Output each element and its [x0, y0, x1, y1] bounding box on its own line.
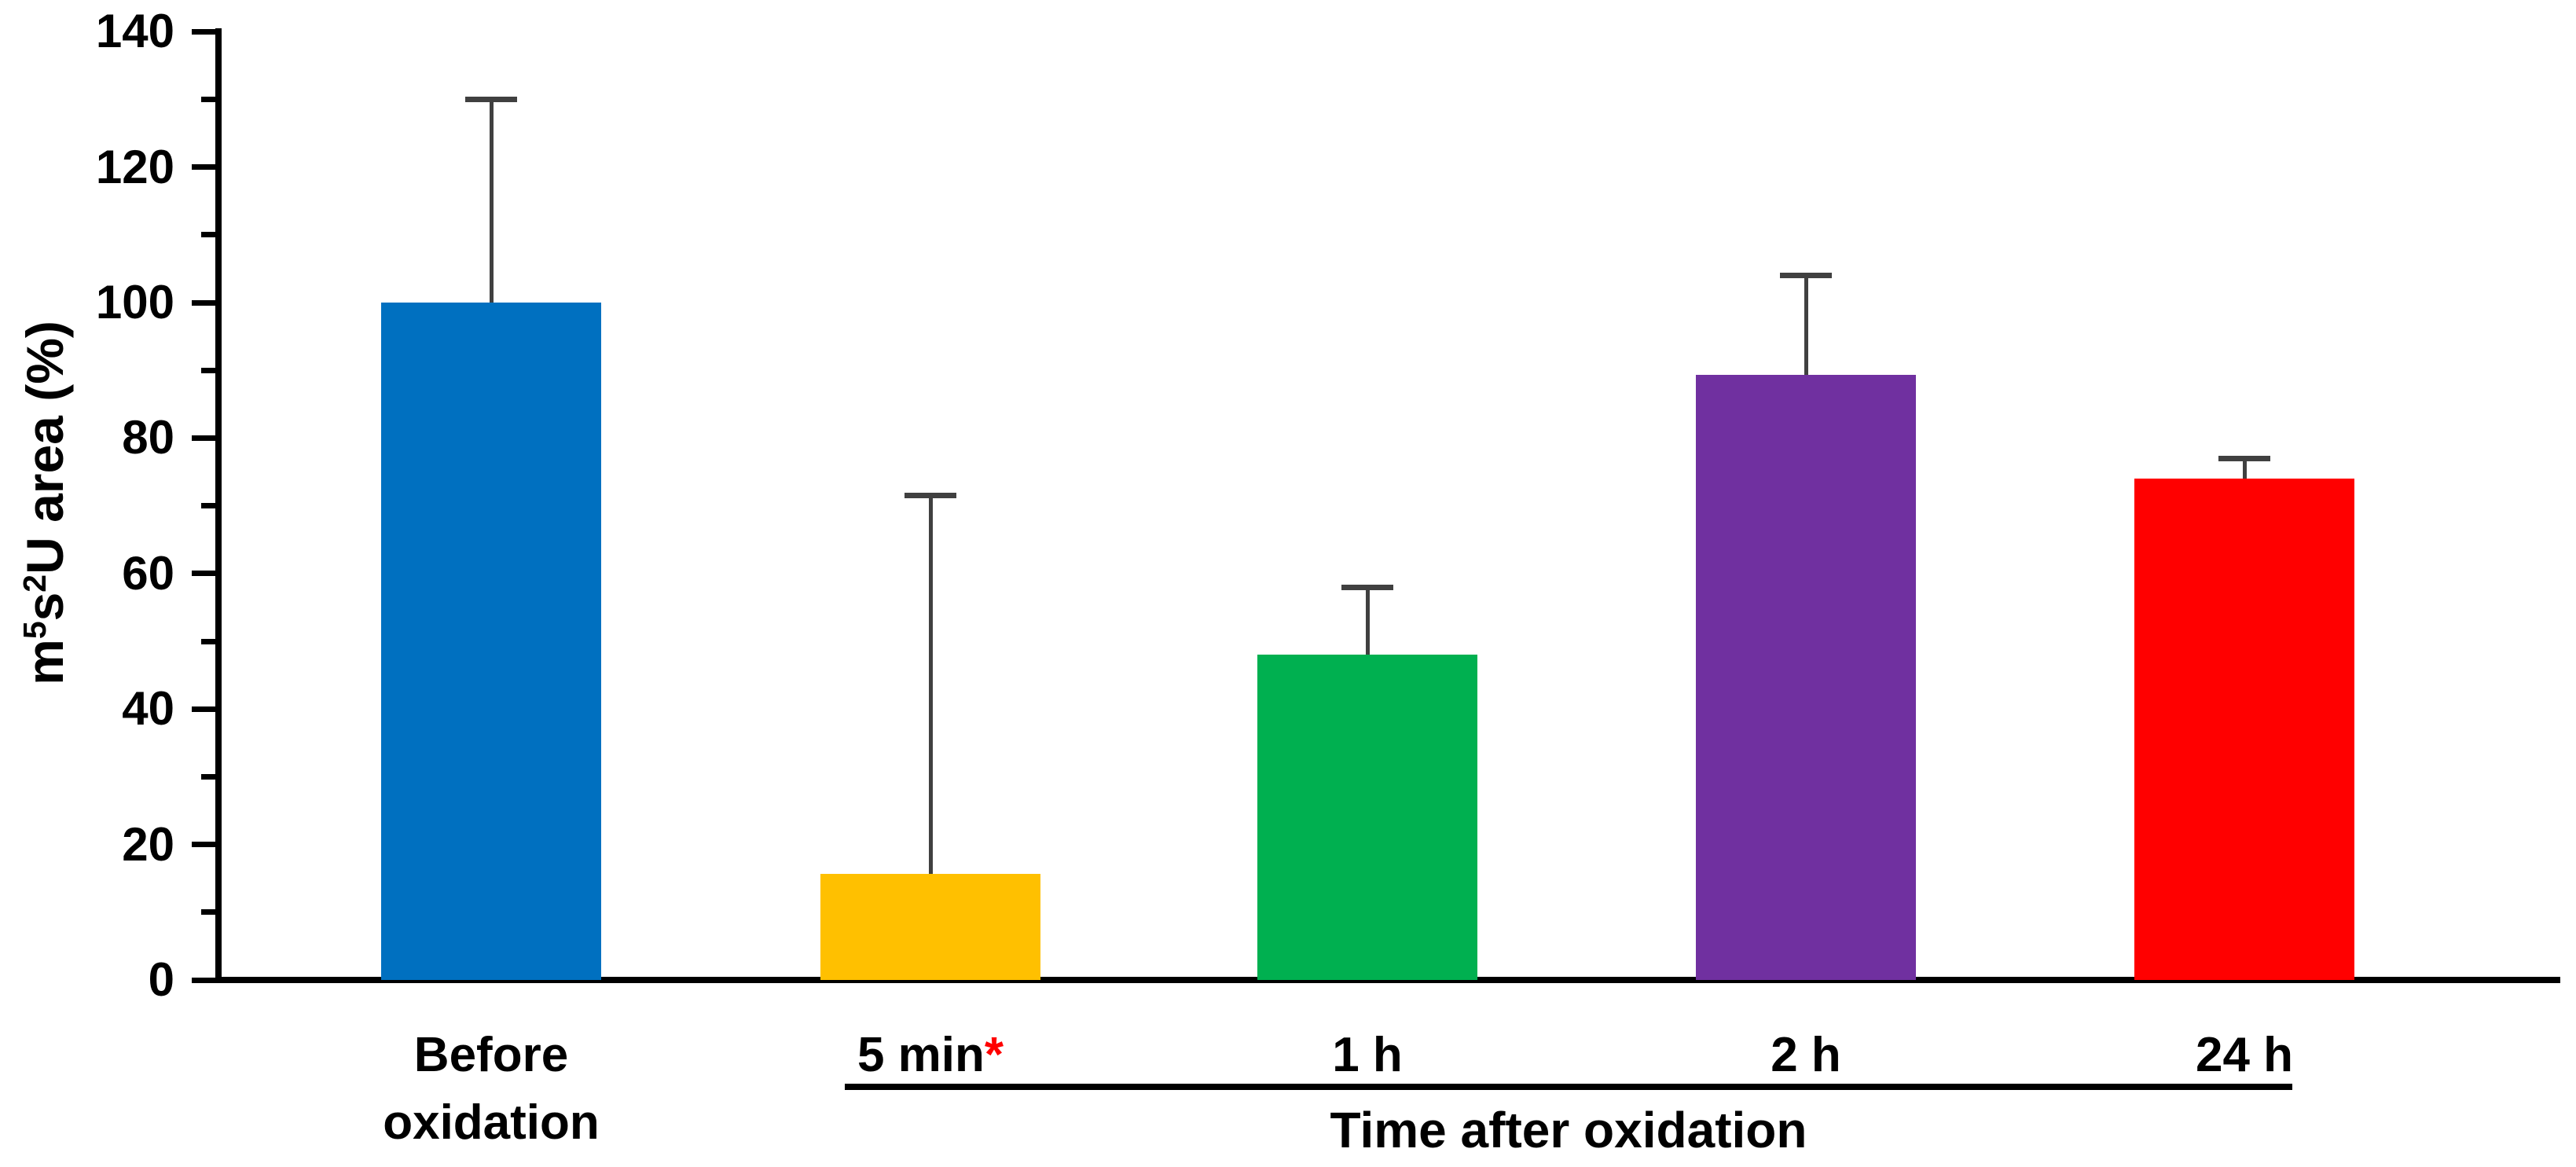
y-major-tick	[192, 299, 215, 306]
y-major-tick	[192, 977, 215, 983]
y-axis-title: m5s2U area (%)	[13, 0, 76, 1053]
bar	[2134, 479, 2354, 980]
y-tick-label: 80	[122, 411, 174, 464]
error-bar-line	[2242, 458, 2247, 479]
y-minor-tick	[201, 96, 215, 102]
error-bar-line	[489, 99, 494, 303]
y-tick-label: 20	[122, 817, 174, 871]
group-underline	[845, 1084, 2292, 1090]
error-bar-cap	[905, 493, 956, 499]
significance-asterisk: *	[984, 1028, 1004, 1082]
y-tick-label: 100	[95, 276, 174, 328]
bar	[1257, 655, 1477, 980]
error-bar-cap	[465, 96, 517, 102]
bar	[1696, 375, 1916, 980]
error-bar-line	[928, 495, 933, 874]
y-minor-tick	[201, 773, 215, 780]
y-major-tick	[192, 706, 215, 712]
ylabel-superscript: 5	[16, 621, 53, 640]
y-major-tick	[192, 571, 215, 577]
error-bar-cap	[1341, 584, 1393, 590]
y-axis-line	[215, 28, 222, 983]
category-label: Before oxidation	[240, 1022, 743, 1157]
error-bar-cap	[2218, 455, 2270, 461]
category-label: 2 h	[1554, 1022, 2057, 1089]
y-major-tick	[192, 842, 215, 848]
category-label-line: oxidation	[383, 1095, 600, 1150]
ylabel-text-part: U area (%)	[16, 321, 74, 574]
ylabel-text-part: s	[16, 592, 74, 622]
y-major-tick	[192, 435, 215, 441]
category-label-line: 2 h	[1771, 1028, 1841, 1082]
y-minor-tick	[201, 909, 215, 916]
bar	[820, 873, 1040, 980]
x-axis-line	[215, 977, 2560, 983]
y-tick-label: 60	[122, 546, 174, 600]
ylabel-text-part: m	[16, 639, 74, 685]
y-tick-label: 0	[148, 953, 174, 1006]
category-label: 24 h	[1993, 1022, 2496, 1089]
category-label-line: 24 h	[2195, 1028, 2294, 1082]
y-tick-label: 140	[95, 5, 174, 58]
error-bar-line	[1365, 587, 1370, 655]
error-bar-cap	[1780, 273, 1832, 279]
category-label: 5 min*	[679, 1022, 1182, 1089]
category-label-line: 5 min*	[857, 1028, 1004, 1082]
y-major-tick	[192, 164, 215, 171]
y-minor-tick	[201, 638, 215, 644]
y-minor-tick	[201, 232, 215, 238]
x-axis-group-label: Time after oxidation	[1330, 1102, 1807, 1158]
y-tick-label: 120	[95, 140, 174, 193]
category-label-line: Before	[413, 1028, 569, 1082]
y-major-tick	[192, 28, 215, 35]
category-label: 1 h	[1116, 1022, 1619, 1089]
y-minor-tick	[201, 367, 215, 373]
y-tick-label: 40	[122, 682, 174, 736]
error-bar-line	[1804, 275, 1808, 376]
bar	[381, 303, 601, 980]
ylabel-superscript: 2	[16, 574, 53, 593]
y-minor-tick	[201, 503, 215, 509]
category-label-line: 1 h	[1332, 1028, 1403, 1082]
